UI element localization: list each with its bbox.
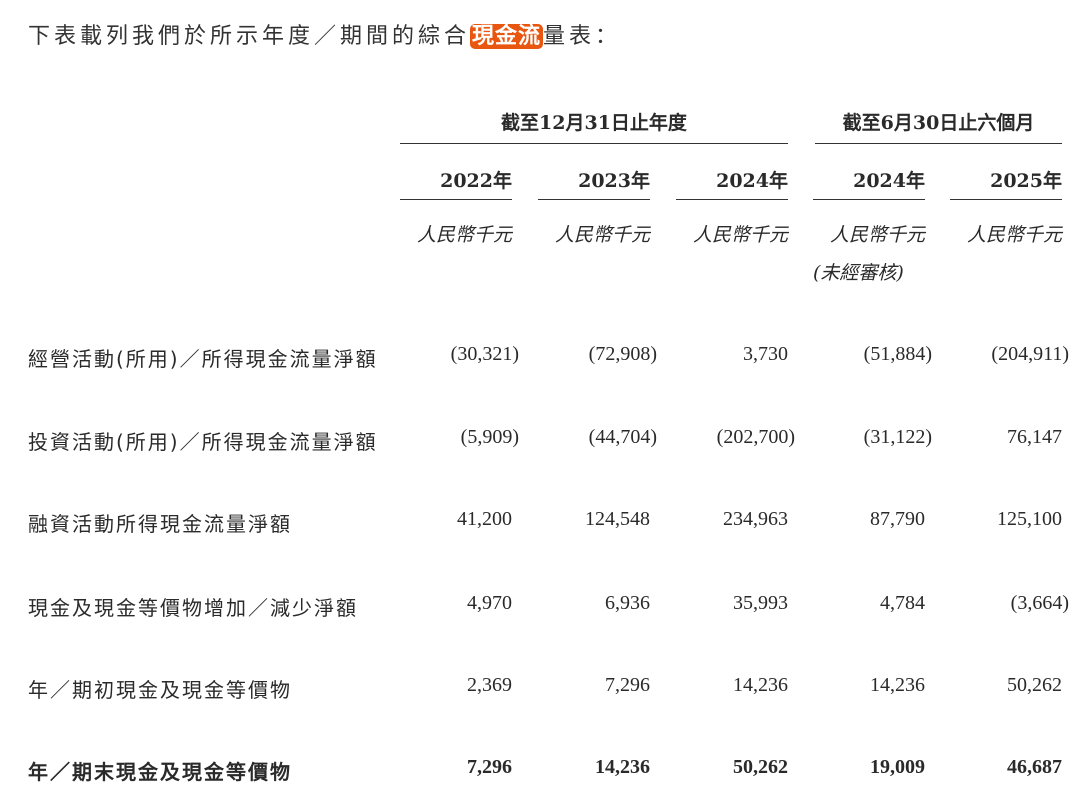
table-cell: (31,122) bbox=[863, 426, 932, 448]
table-cell: 14,236 bbox=[870, 674, 925, 696]
table-cell: 14,236 bbox=[595, 756, 650, 778]
table-cell: 7,296 bbox=[467, 756, 512, 778]
table-cell: 35,993 bbox=[733, 592, 788, 614]
unit-label: 人民幣千元 bbox=[692, 224, 788, 246]
table-cell: 19,009 bbox=[870, 756, 925, 778]
table-cell: (3,664) bbox=[1010, 592, 1069, 614]
unit-label: 人民幣千元 bbox=[416, 224, 512, 246]
table-cell: 4,970 bbox=[467, 592, 512, 614]
table-cell: 14,236 bbox=[733, 674, 788, 696]
table-cell: 3,730 bbox=[743, 343, 788, 365]
table-cell: 234,963 bbox=[723, 508, 788, 530]
group-header-interim: 截至6月30日止六個月 bbox=[815, 108, 1062, 144]
intro-before: 下表載列我們於所示年度／期間的綜合 bbox=[28, 24, 471, 49]
table-cell: 2,369 bbox=[467, 674, 512, 696]
year-header: 2024年 bbox=[813, 166, 925, 200]
table-cell: 7,296 bbox=[605, 674, 650, 696]
year-header: 2022年 bbox=[400, 166, 512, 200]
row-label: 融資活動所得現金流量淨額 bbox=[28, 512, 292, 536]
unaudited-label: (未經審核) bbox=[813, 262, 904, 284]
table-cell: (204,911) bbox=[991, 343, 1069, 365]
table-cell: 50,262 bbox=[733, 756, 788, 778]
table-cell: 50,262 bbox=[1007, 674, 1062, 696]
table-cell: 6,936 bbox=[605, 592, 650, 614]
table-cell: (72,908) bbox=[588, 343, 657, 365]
unit-label: 人民幣千元 bbox=[966, 224, 1062, 246]
highlight-keyword: 現金流 bbox=[470, 24, 544, 49]
intro-after: 量表： bbox=[543, 24, 622, 49]
table-cell: (30,321) bbox=[450, 343, 519, 365]
year-header: 2025年 bbox=[950, 166, 1062, 200]
table-cell: (202,700) bbox=[716, 426, 795, 448]
year-header: 2023年 bbox=[538, 166, 650, 200]
table-cell: 41,200 bbox=[457, 508, 512, 530]
table-cell: 46,687 bbox=[1007, 756, 1062, 778]
row-label: 投資活動(所用)／所得現金流量淨額 bbox=[28, 430, 378, 454]
table-cell: (5,909) bbox=[460, 426, 519, 448]
unit-label: 人民幣千元 bbox=[554, 224, 650, 246]
row-label: 現金及現金等價物增加／減少淨額 bbox=[28, 596, 358, 620]
table-cell: 125,100 bbox=[997, 508, 1062, 530]
unit-label: 人民幣千元 bbox=[829, 224, 925, 246]
year-header: 2024年 bbox=[676, 166, 788, 200]
table-cell: 76,147 bbox=[1007, 426, 1062, 448]
table-cell: 124,548 bbox=[585, 508, 650, 530]
row-label: 經營活動(所用)／所得現金流量淨額 bbox=[28, 347, 378, 371]
table-cell: (44,704) bbox=[588, 426, 657, 448]
table-cell: 87,790 bbox=[870, 508, 925, 530]
row-label: 年／期初現金及現金等價物 bbox=[28, 678, 292, 702]
group-header-annual: 截至12月31日止年度 bbox=[400, 108, 788, 144]
intro-text: 下表載列我們於所示年度／期間的綜合現金流量表： bbox=[28, 18, 621, 50]
row-label: 年／期末現金及現金等價物 bbox=[28, 760, 292, 784]
table-cell: (51,884) bbox=[863, 343, 932, 365]
table-cell: 4,784 bbox=[880, 592, 925, 614]
